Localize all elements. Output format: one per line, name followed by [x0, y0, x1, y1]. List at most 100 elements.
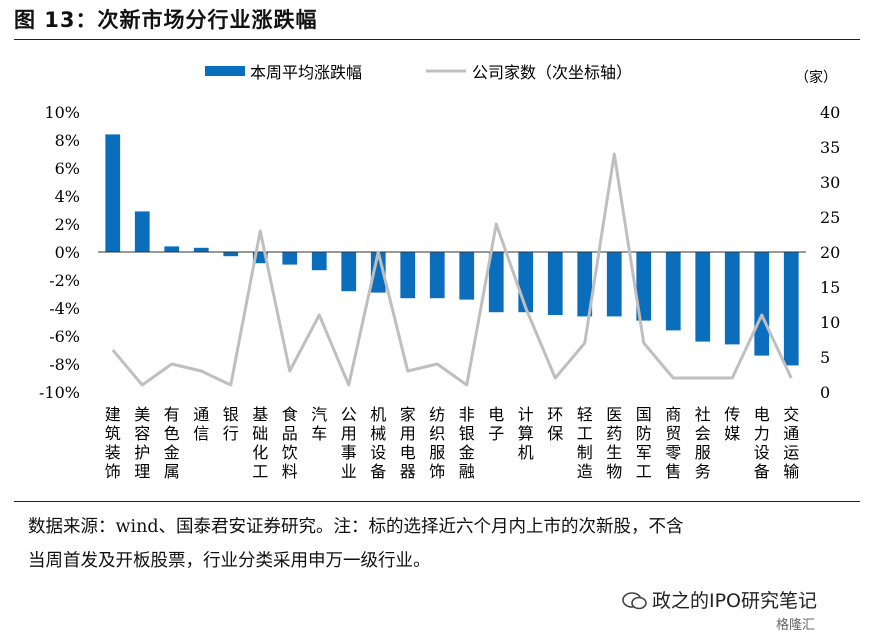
- category-label-char: 车: [311, 424, 327, 443]
- category-label-char: 业: [341, 462, 357, 481]
- category-label-char: 用: [341, 424, 357, 443]
- category-label-char: 运: [783, 443, 799, 462]
- category-label-char: 料: [282, 462, 298, 481]
- category-label-char: 通: [193, 405, 209, 424]
- bar: [488, 252, 504, 313]
- category-label-char: 会: [695, 424, 711, 443]
- legend-line-label: 公司家数（次坐标轴）: [472, 63, 632, 82]
- chart: 本周平均涨跌幅 公司家数（次坐标轴） （家） 10% 8% 6% 4% 2% 0% -2% -…: [39, 63, 840, 481]
- category-label-char: 汽: [311, 405, 327, 424]
- bar-series: [105, 134, 799, 366]
- right-tick-label: 35: [820, 138, 840, 157]
- category-label-char: 器: [400, 462, 416, 481]
- category-label-char: 理: [134, 462, 150, 481]
- left-tick-label: -8%: [49, 355, 80, 374]
- source-note-line1: 数据来源：wind、国泰君安证券研究。注：标的选择近六个月内上市的次新股，不含: [28, 517, 684, 537]
- right-tick-label: 25: [820, 208, 840, 227]
- bar: [547, 252, 563, 315]
- category-label-char: 色: [164, 424, 180, 443]
- bar: [341, 252, 357, 292]
- category-label-char: 电: [400, 443, 416, 462]
- category-label-char: 通: [783, 424, 799, 443]
- bar: [606, 252, 622, 317]
- bar: [282, 252, 298, 265]
- bar: [724, 252, 740, 345]
- category-label-char: 容: [134, 424, 150, 443]
- category-label: 计算机: [518, 405, 534, 462]
- category-label-char: 食: [282, 405, 298, 424]
- category-label-char: 公: [341, 405, 357, 424]
- category-label-char: 用: [400, 424, 416, 443]
- category-label-char: 环: [547, 405, 563, 424]
- category-label-char: 工: [252, 462, 268, 481]
- category-label-char: 社: [695, 405, 711, 424]
- category-label-char: 服: [429, 443, 445, 462]
- right-tick-label: 15: [820, 278, 840, 297]
- left-tick-label: 10%: [44, 103, 80, 122]
- bar: [429, 252, 445, 299]
- bar: [518, 252, 534, 313]
- category-label-char: 银: [223, 405, 239, 424]
- category-label: 电子: [488, 405, 504, 443]
- category-labels: 建筑装饰美容护理有色金属通信银行基础化工食品饮料汽车公用事业机械设备家用电器纺织…: [105, 405, 800, 481]
- bar: [636, 252, 652, 321]
- category-label-char: 算: [518, 424, 534, 443]
- category-label-char: 备: [370, 462, 386, 481]
- bar: [459, 252, 475, 300]
- right-tick-label: 30: [820, 173, 840, 192]
- category-label-char: 力: [754, 424, 770, 443]
- category-label-char: 融: [459, 462, 475, 481]
- category-label-char: 交: [783, 405, 799, 424]
- category-label-char: 装: [105, 443, 121, 462]
- bar: [105, 134, 121, 252]
- category-label-char: 媒: [724, 424, 740, 443]
- left-tick-label: -6%: [49, 327, 80, 346]
- category-label-char: 物: [606, 462, 622, 481]
- category-label-char: 信: [193, 424, 209, 443]
- bar: [311, 252, 327, 271]
- right-tick-label: 20: [820, 243, 840, 262]
- category-label: 环保: [547, 405, 563, 443]
- watermark-text: 政之的IPO研究笔记: [652, 590, 818, 612]
- category-label-char: 属: [164, 462, 180, 481]
- bar: [754, 252, 770, 356]
- category-label-char: 金: [164, 443, 180, 462]
- category-label: 汽车: [311, 405, 327, 443]
- category-label-char: 有: [164, 405, 180, 424]
- category-label-char: 备: [754, 462, 770, 481]
- category-label-char: 电: [488, 405, 504, 424]
- category-label-char: 纺: [429, 405, 445, 424]
- category-label-char: 金: [459, 443, 475, 462]
- category-label-char: 计: [518, 405, 534, 424]
- bar: [783, 252, 799, 366]
- left-tick-label: 0%: [55, 243, 80, 262]
- category-label-char: 传: [724, 405, 740, 424]
- bar: [665, 252, 681, 331]
- watermark-secondary: 格隆汇: [776, 618, 816, 633]
- bar: [400, 252, 416, 299]
- category-label-char: 服: [695, 443, 711, 462]
- category-label-char: 非: [459, 405, 475, 424]
- category-label-char: 筑: [105, 424, 121, 443]
- category-label-char: 售: [665, 462, 681, 481]
- left-tick-label: 2%: [55, 215, 80, 234]
- right-tick-label: 5: [820, 348, 830, 367]
- category-label-char: 机: [518, 443, 534, 462]
- category-label-char: 械: [370, 424, 386, 443]
- watermark: 政之的IPO研究笔记: [622, 586, 817, 613]
- category-label: 传媒: [724, 405, 740, 443]
- category-label-char: 制: [577, 443, 593, 462]
- category-label: 银行: [223, 405, 239, 443]
- legend: 本周平均涨跌幅 公司家数（次坐标轴）: [205, 63, 632, 82]
